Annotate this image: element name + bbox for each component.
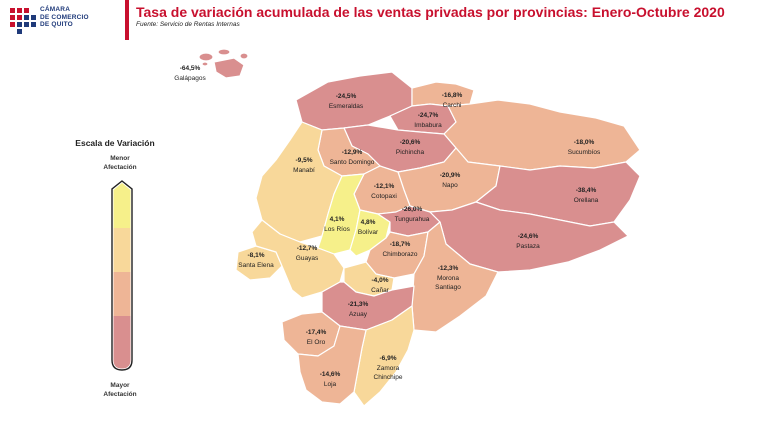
province-name-santa-elena: Santa Elena: [238, 262, 274, 269]
province-value-azuay: -21,3%: [348, 301, 369, 308]
province-name-loja: Loja: [324, 381, 337, 388]
province-value-morona-santiago: -12,3%: [438, 265, 459, 272]
province-name-bolivar: Bolívar: [358, 229, 379, 236]
title-accent-bar: [125, 0, 129, 40]
province-name-imbabura: Imbabura: [414, 122, 442, 129]
page-title: Tasa de variación acumulada de las venta…: [136, 4, 725, 20]
province-value-sucumbios: -18,0%: [574, 139, 595, 146]
province-name-canar: Cañar: [371, 287, 390, 294]
province-value-santa-elena: -8,1%: [248, 252, 265, 259]
logo-text: CÁMARA DE COMERCIO DE QUITO: [40, 6, 89, 28]
legend-swatch-1: [113, 183, 131, 228]
legend-swatch-3: [113, 272, 131, 316]
province-name-carchi: Carchi: [443, 102, 462, 109]
province-loja[interactable]: [297, 325, 367, 405]
province-value-pastaza: -24,6%: [518, 233, 539, 240]
province-value-los-rios: 4,1%: [330, 216, 345, 223]
province-value-galapagos: -64,5%: [180, 65, 201, 72]
province-sucumbios[interactable]: [443, 99, 641, 171]
province-value-chimborazo: -18,7%: [390, 241, 411, 248]
logo: CÁMARA DE COMERCIO DE QUITO: [8, 6, 120, 40]
province-value-guayas: -12,7%: [297, 245, 318, 252]
province-name-manabi: Manabí: [293, 167, 315, 174]
province-name-tungurahua: Tungurahua: [395, 216, 430, 223]
province-value-bolivar: 4,8%: [361, 219, 376, 226]
province-value-manabi: -9,5%: [296, 157, 313, 164]
province-value-imbabura: -24,7%: [418, 112, 439, 119]
province-name-santo-domingo: Santo Domingo: [330, 159, 375, 166]
province-value-el-oro: -17,4%: [306, 329, 327, 336]
legend-scale-bar: [111, 180, 133, 371]
legend-swatch-4: [113, 316, 131, 369]
province-value-orellana: -38,4%: [576, 187, 597, 194]
province-name-azuay: Azuay: [349, 311, 368, 318]
province-value-pichincha: -20,6%: [400, 139, 421, 146]
province-name-los-rios: Los Ríos: [324, 226, 350, 233]
province-name-galapagos: Galápagos: [174, 75, 206, 82]
province-los-rios[interactable]: [317, 173, 365, 255]
province-labels: -64,5% Galápagos -24,5% Esmeraldas -16,8% Car…: [174, 65, 601, 388]
province-name-esmeraldas: Esmeraldas: [329, 103, 364, 110]
province-value-carchi: -16,8%: [442, 92, 463, 99]
legend-bottom-label: Mayor Afectación: [103, 382, 137, 398]
province-name-guayas: Guayas: [296, 255, 319, 262]
province-value-canar: -4,0%: [372, 277, 389, 284]
province-name-zamora-chinchipe: Zamora Chinchipe: [374, 365, 403, 381]
province-name-sucumbios: Sucumbíos: [568, 149, 601, 156]
legend-swatch-2: [113, 228, 131, 272]
province-name-pastaza: Pastaza: [516, 243, 540, 250]
province-name-cotopaxi: Cotopaxi: [371, 193, 397, 200]
province-manabi[interactable]: [255, 121, 343, 243]
province-name-napo: Napo: [442, 182, 458, 189]
province-name-morona-santiago: Morona Santiago: [435, 275, 461, 291]
province-galapagos[interactable]: [198, 48, 249, 79]
province-value-santo-domingo: -12,9%: [342, 149, 363, 156]
province-value-napo: -20,9%: [440, 172, 461, 179]
province-name-chimborazo: Chimborazo: [382, 251, 417, 258]
legend-top-label: Menor Afectación: [103, 155, 137, 171]
province-name-el-oro: El Oro: [307, 339, 326, 346]
legend-title: Escala de Variación: [75, 138, 155, 148]
province-name-orellana: Orellana: [574, 197, 599, 204]
chamber-logo-icon: [10, 8, 36, 34]
province-name-pichincha: Pichincha: [396, 149, 425, 156]
province-value-tungurahua: -26,0%: [402, 206, 423, 213]
province-value-cotopaxi: -12,1%: [374, 183, 395, 190]
province-value-loja: -14,6%: [320, 371, 341, 378]
province-value-esmeraldas: -24,5%: [336, 93, 357, 100]
source-note: Fuente: Servicio de Rentas Internas: [136, 21, 240, 28]
province-value-zamora-chinchipe: -6,9%: [380, 355, 397, 362]
province-morona-santiago[interactable]: [411, 221, 499, 333]
